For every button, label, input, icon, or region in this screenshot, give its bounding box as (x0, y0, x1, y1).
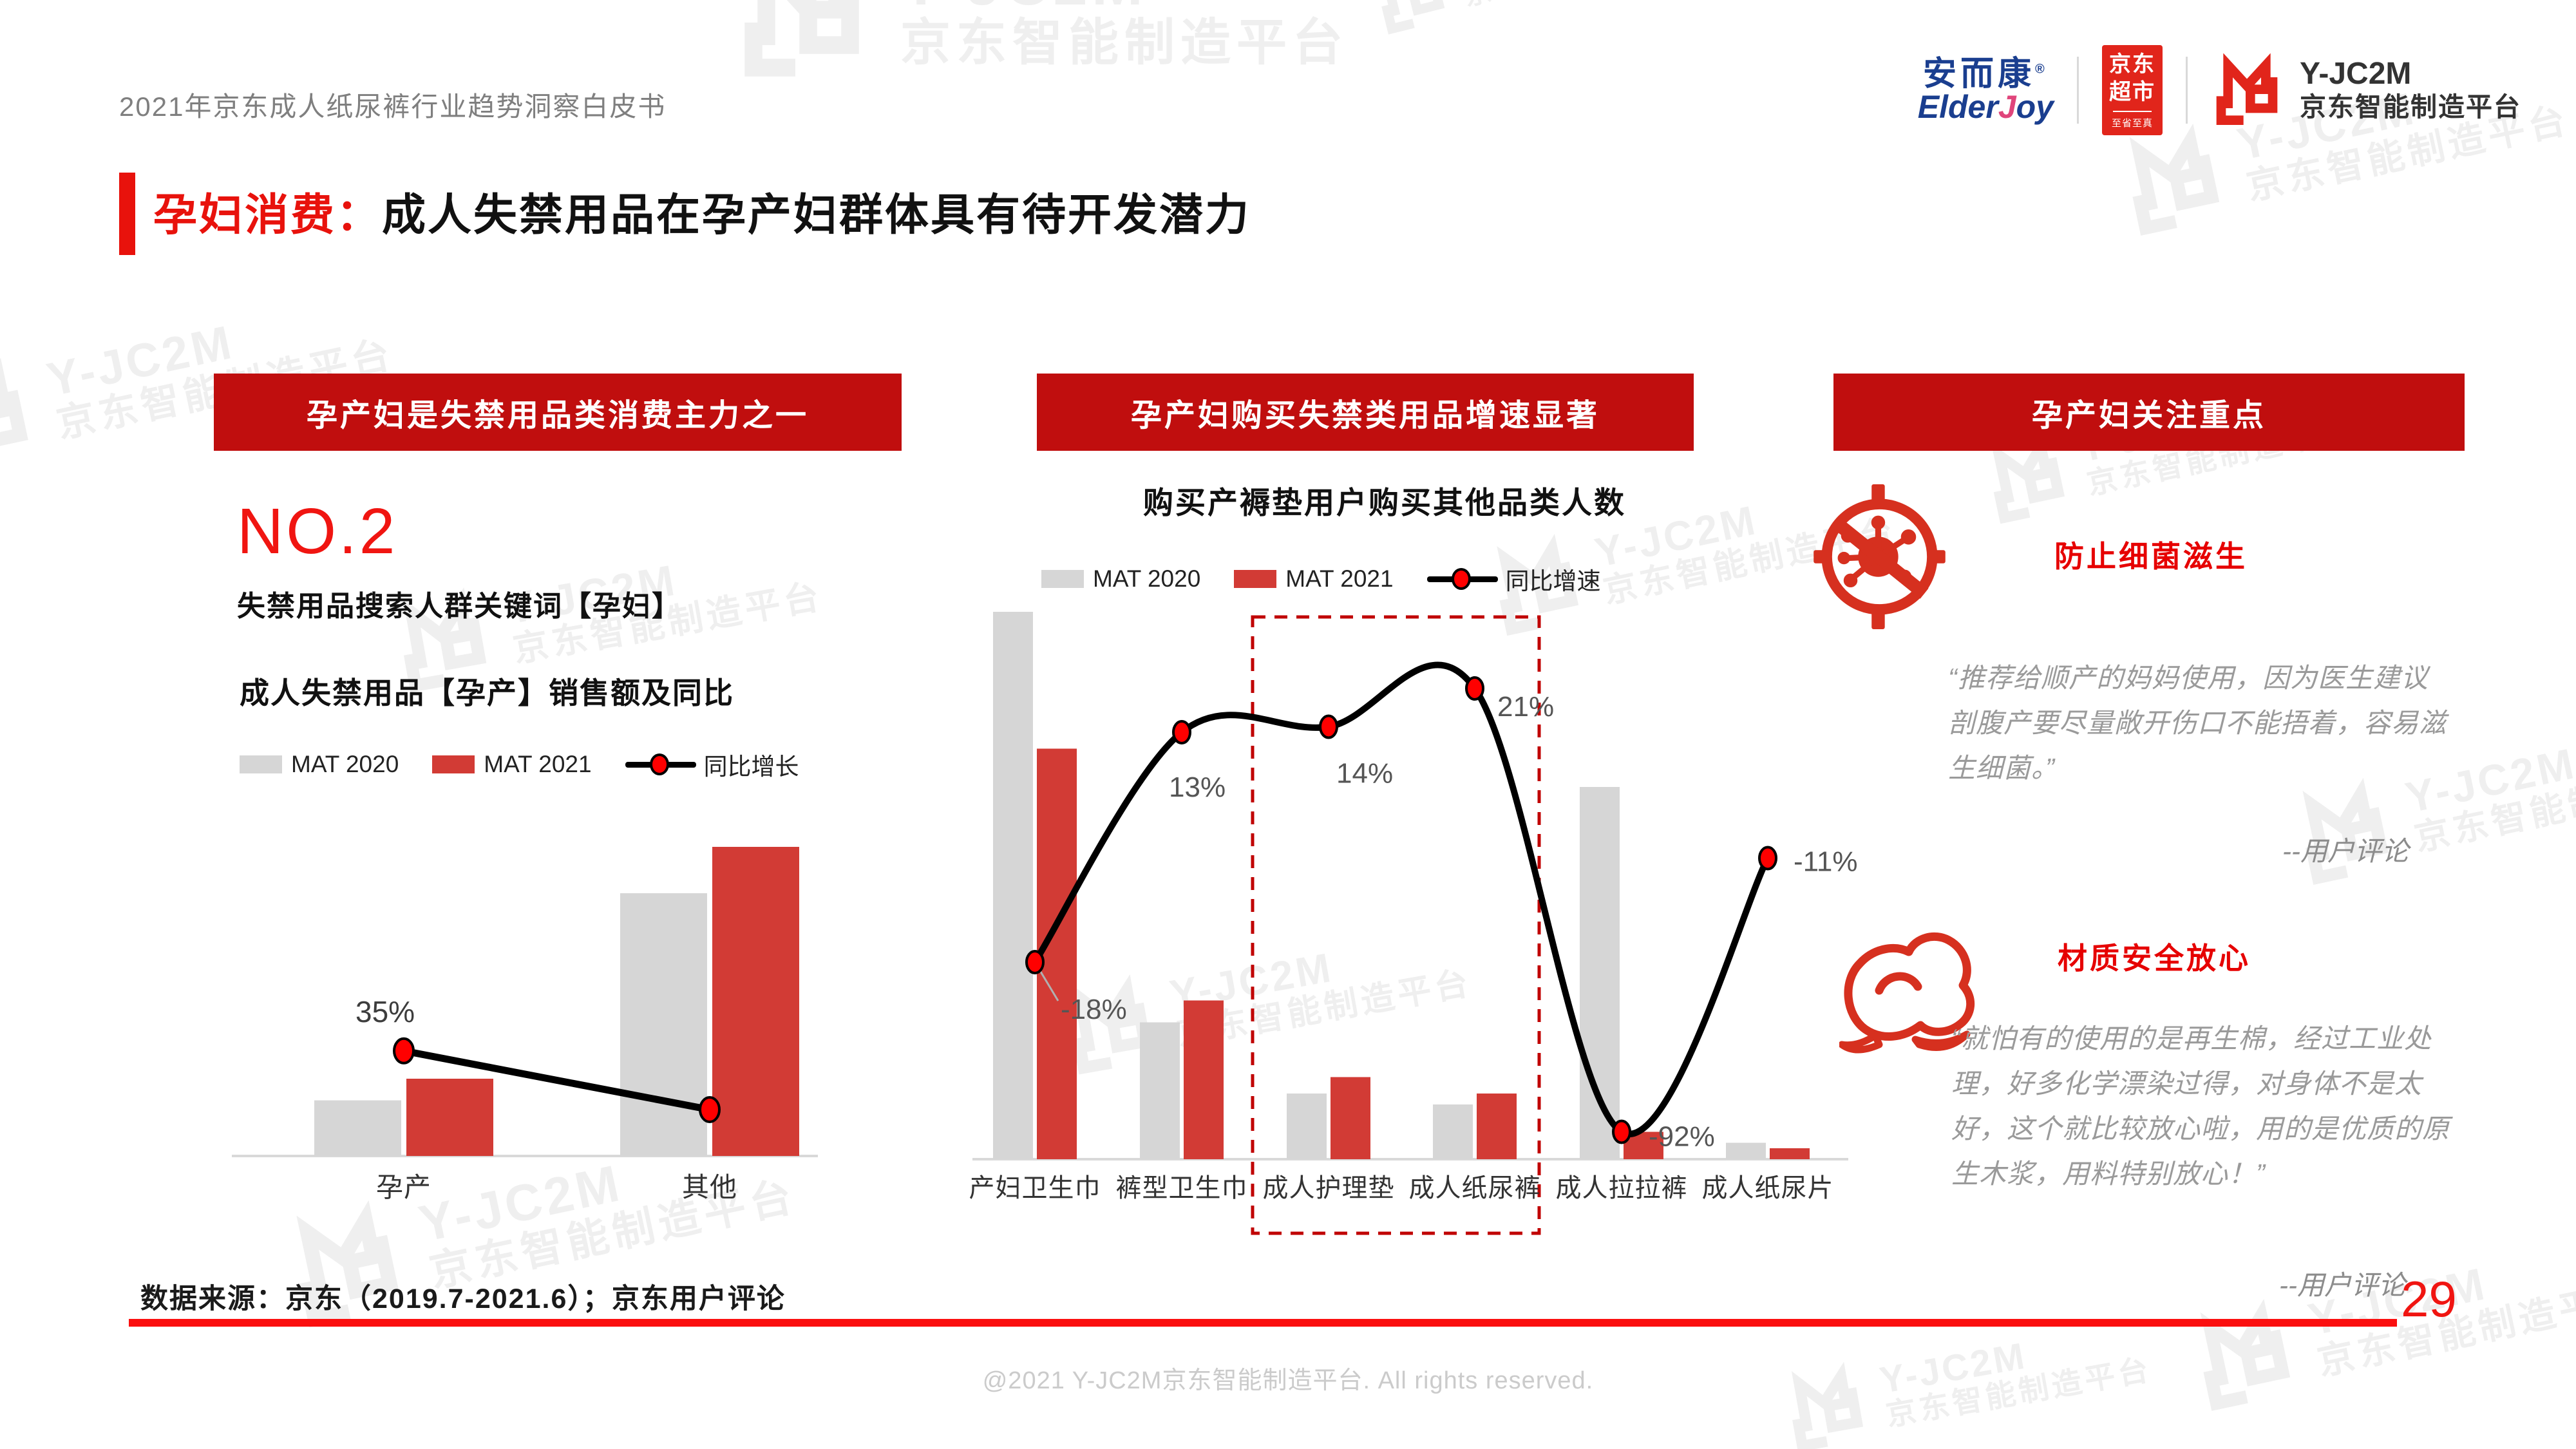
category-label: 其他 (682, 1172, 737, 1202)
no-bacteria-icon (1814, 484, 1946, 632)
jd-supermarket-logo: 京东 超市 至省至真 (2102, 45, 2163, 135)
left-chart-legend: MAT 2020 MAT 2021 同比增长 (240, 747, 833, 782)
elderjoy-logo: 安而康® ElderJoy (1917, 55, 2054, 125)
growth-marker (699, 1096, 721, 1123)
growth-label: 21% (1497, 691, 1554, 723)
quote-source-2: --用户评论 (2279, 1270, 2405, 1300)
growth-line (400, 1047, 714, 1113)
banner-middle: 孕产妇购买失禁类用品增速显著 (1037, 374, 1694, 451)
rank-number: NO.2 (237, 495, 398, 567)
data-source-note: 数据来源：京东（2019.7-2021.6）；京东用户评论 (140, 1283, 786, 1314)
banner-right: 孕产妇关注重点 (1833, 374, 2465, 451)
category-label: 成人护理垫 (1263, 1174, 1395, 1202)
highlight-box (1251, 615, 1541, 1235)
page-title: 孕妇消费：成人失禁用品在孕产妇群体具有待开发潜力 (153, 191, 1251, 240)
middle-bar-line-chart: -18%13% 14%21%-92%-11%产妇卫生巾 裤型卫生巾 成人护理垫 成人纸尿… (969, 612, 1857, 1235)
category-label: 孕产 (376, 1172, 431, 1202)
bar-其他-MAT 2020 (620, 893, 707, 1156)
yjc2m-logo: Y-JC2M 京东智能制造平台 (2211, 52, 2521, 129)
category-label: 裤型卫生巾 (1116, 1174, 1248, 1202)
line-marker-icon (1426, 567, 1498, 591)
growth-marker (1758, 846, 1777, 871)
page-number: 29 (2401, 1271, 2457, 1327)
growth-label: 35% (355, 995, 415, 1028)
cotton-icon (1838, 926, 1987, 1058)
gray-swatch-icon (240, 755, 282, 773)
legend-item: MAT 2021 (432, 751, 592, 778)
bar-成人纸尿裤-MAT 2020 (1433, 1104, 1473, 1159)
left-bar-line-chart: 35% 孕产 其他 (232, 847, 818, 1202)
growth-label: -11% (1794, 846, 1857, 878)
user-quote-2: “就怕有的使用的是再生棉，经过工业处理，好多化学漂染过得，对身体不是太好，这个就… (1951, 1023, 2450, 1189)
bar-裤型卫生巾-MAT 2020 (1140, 1022, 1180, 1159)
logo-row: 安而康® ElderJoy 京东 超市 至省至真 Y-JC2M 京东智能制造平台 (1918, 45, 2521, 135)
legend-item: MAT 2021 (1234, 565, 1394, 592)
point-title-2: 材质安全放心 (2058, 942, 2251, 975)
footer-rule (129, 1319, 2397, 1327)
banner-left: 孕产妇是失禁用品类消费主力之一 (214, 374, 902, 451)
growth-marker (393, 1037, 415, 1065)
bar-孕产-MAT 2021 (406, 1079, 493, 1156)
bar-成人护理垫-MAT 2021 (1331, 1077, 1370, 1159)
growth-line (1032, 661, 1771, 1137)
legend-item: 同比增长 (625, 747, 799, 782)
legend-item: MAT 2020 (1041, 565, 1200, 592)
point-title-1: 防止细菌滋生 (2054, 540, 2248, 573)
growth-label: -92% (1649, 1121, 1715, 1153)
left-chart-title: 成人失禁用品【孕产】销售额及同比 (240, 676, 734, 710)
document-title: 2021年京东成人纸尿裤行业趋势洞察白皮书 (119, 91, 667, 122)
user-quote-1: “推荐给顺产的妈妈使用，因为医生建议剖腹产要尽量敞开伤口不能捂着，容易滋生细菌。… (1948, 663, 2447, 783)
bar-孕产-MAT 2020 (314, 1100, 401, 1156)
category-label: 产妇卫生巾 (969, 1174, 1101, 1202)
growth-label: -18% (1061, 994, 1127, 1025)
copyright: @2021 Y-JC2M京东智能制造平台. All rights reserve… (982, 1367, 1594, 1394)
middle-chart-title: 购买产褥垫用户购买其他品类人数 (1143, 486, 1626, 520)
legend-item: MAT 2020 (240, 751, 399, 778)
watermark: Y-JC2M京东智能制造平台 (734, 0, 1349, 84)
growth-label: 13% (1169, 772, 1226, 803)
bar-产妇卫生巾-MAT 2020 (993, 612, 1033, 1159)
bar-成人纸尿片-MAT 2021 (1770, 1148, 1810, 1159)
legend-item: 同比增速 (1426, 562, 1601, 596)
growth-marker (1172, 720, 1191, 744)
bar-成人纸尿裤-MAT 2021 (1477, 1094, 1517, 1159)
line-marker-icon (625, 753, 696, 776)
growth-marker (1319, 714, 1338, 739)
bar-成人护理垫-MAT 2020 (1287, 1094, 1327, 1159)
title-accent-bar (119, 173, 135, 255)
bar-其他-MAT 2021 (712, 847, 799, 1156)
watermark: Y-JC2M京东智能制造平台 (1365, 0, 1702, 39)
rank-caption: 失禁用品搜索人群关键词【孕妇】 (237, 591, 681, 622)
red-swatch-icon (1234, 570, 1277, 588)
bar-成人纸尿片-MAT 2020 (1726, 1142, 1766, 1159)
growth-marker (1465, 676, 1484, 701)
category-label: 成人纸尿片 (1702, 1174, 1834, 1202)
category-label: 成人拉拉裤 (1556, 1174, 1688, 1202)
growth-marker (1025, 950, 1045, 974)
divider (2186, 57, 2188, 124)
red-swatch-icon (432, 755, 475, 773)
middle-chart-legend: MAT 2020 MAT 2021 同比增速 (1041, 562, 1634, 596)
category-label: 成人纸尿裤 (1409, 1174, 1541, 1202)
yjc2m-m-icon (2216, 53, 2278, 125)
divider (2077, 57, 2079, 124)
growth-marker (1612, 1119, 1631, 1144)
gray-swatch-icon (1041, 570, 1084, 588)
growth-label: 14% (1336, 758, 1393, 790)
bar-裤型卫生巾-MAT 2021 (1184, 1000, 1224, 1159)
quote-source-1: --用户评论 (2282, 836, 2409, 866)
